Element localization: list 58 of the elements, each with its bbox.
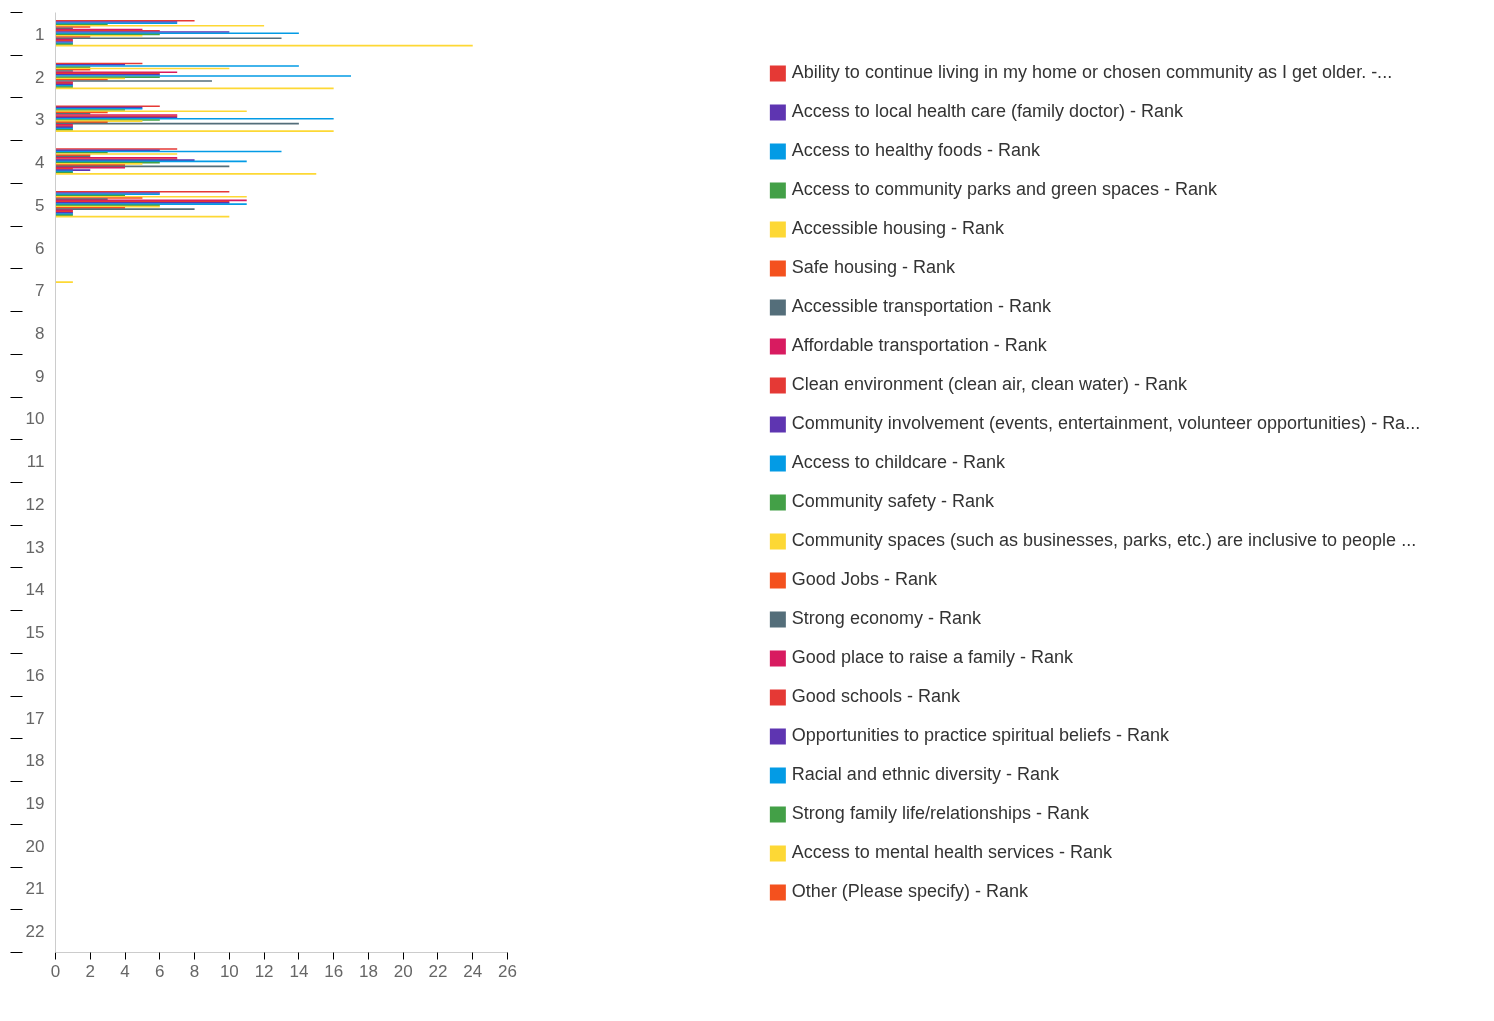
y-tick-label: 7 <box>35 281 45 301</box>
legend-label: Good place to raise a family - Rank <box>791 647 1073 668</box>
x-tick-label: 22 <box>428 961 448 981</box>
y-tick-label: 9 <box>35 366 45 386</box>
legend-label: Access to community parks and green spaces - Rank <box>791 179 1218 200</box>
legend-label: Strong economy - Rank <box>791 608 981 629</box>
y-tick-label: 20 <box>25 836 45 856</box>
legend-label: Strong family life/relationships - Rank <box>791 803 1089 824</box>
y-tick-label: 2 <box>35 67 45 87</box>
x-tick-label: 8 <box>189 961 200 981</box>
y-tick-label: 19 <box>25 793 45 813</box>
y-tick-label: 12 <box>25 494 45 514</box>
x-tick-label: 2 <box>85 961 96 981</box>
x-tick-label: 14 <box>289 961 309 981</box>
y-tick-label: 13 <box>25 537 45 557</box>
legend-label: Accessible transportation - Rank <box>791 296 1051 317</box>
legend-label: Opportunities to practice spiritual beliefs - Rank <box>791 725 1170 746</box>
y-tick-label: 14 <box>25 580 45 600</box>
x-tick-label: 26 <box>498 961 517 981</box>
y-tick-label: 16 <box>25 665 45 685</box>
y-tick-label: 22 <box>25 922 45 942</box>
legend-label: Access to mental health services - Rank <box>791 842 1112 863</box>
legend-label: Good Jobs - Rank <box>791 569 937 590</box>
legend-label: Community spaces (such as businesses, parks, etc.) are inclusive to people ... <box>791 530 1417 551</box>
legend-label: Racial and ethnic diversity - Rank <box>791 764 1059 785</box>
legend-label: Accessible housing - Rank <box>791 218 1004 239</box>
x-tick-label: 4 <box>120 961 130 981</box>
legend-label: Clean environment (clean air, clean water) - Rank <box>791 374 1188 395</box>
x-tick-label: 24 <box>463 961 483 981</box>
legend-label: Affordable transportation - Rank <box>791 335 1047 356</box>
y-tick-label: 6 <box>35 238 45 258</box>
y-tick-label: 10 <box>25 409 45 429</box>
y-tick-label: 1 <box>35 24 45 44</box>
y-tick-label: 17 <box>25 708 45 728</box>
legend-label: Community involvement (events, entertainment, volunteer opportunities) - Ra... <box>791 413 1421 434</box>
x-tick-label: 20 <box>393 961 413 981</box>
y-tick-label: 18 <box>25 751 45 771</box>
legend-label: Other (Please specify) - Rank <box>791 881 1028 902</box>
legend-label: Access to local health care (family doctor) - Rank <box>791 101 1184 122</box>
y-tick-label: 21 <box>25 879 45 899</box>
legend-label: Access to childcare - Rank <box>791 452 1005 473</box>
x-tick-label: 16 <box>324 961 344 981</box>
y-tick-label: 3 <box>35 110 45 130</box>
y-tick-label: 5 <box>35 195 45 215</box>
legend-label: Ability to continue living in my home or chosen community as I get older. -... <box>791 62 1393 83</box>
x-tick-label: 18 <box>358 961 378 981</box>
x-tick-label: 10 <box>219 961 239 981</box>
x-tick-label: 6 <box>155 961 165 981</box>
legend-label: Safe housing - Rank <box>791 257 955 278</box>
legend-label: Community safety - Rank <box>791 491 994 512</box>
legend-label: Good schools - Rank <box>791 686 960 707</box>
x-tick-label: 12 <box>254 961 274 981</box>
y-tick-label: 15 <box>25 623 45 643</box>
legend-label: Access to healthy foods - Rank <box>791 140 1040 161</box>
y-tick-label: 8 <box>35 323 45 343</box>
y-tick-label: 4 <box>35 153 45 173</box>
y-tick-label: 11 <box>26 452 45 472</box>
x-tick-label: 0 <box>50 961 61 981</box>
